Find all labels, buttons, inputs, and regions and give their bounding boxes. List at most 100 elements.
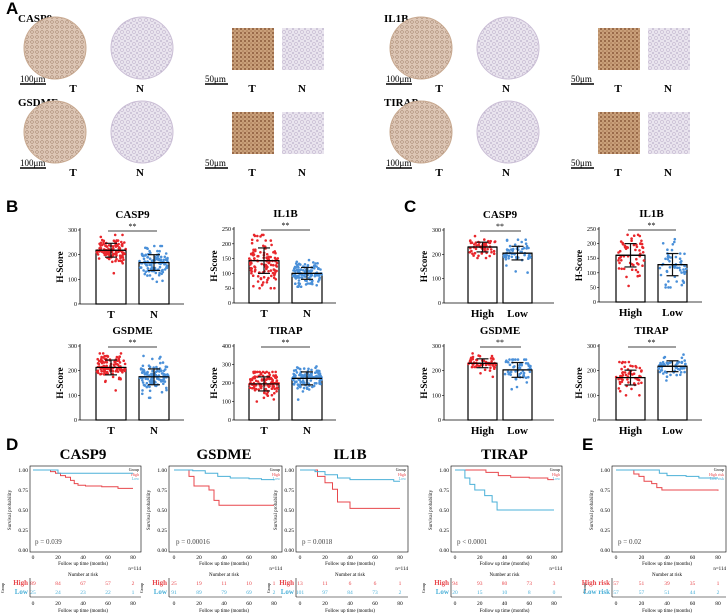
data-point bbox=[492, 249, 496, 253]
risk-group-label: High bbox=[279, 579, 294, 587]
data-point bbox=[118, 254, 122, 257]
data-point bbox=[673, 240, 676, 244]
data-point bbox=[640, 369, 643, 372]
data-point bbox=[148, 257, 152, 261]
x-tick-label: 60 bbox=[527, 555, 533, 561]
y-tick-label: 300 bbox=[587, 344, 596, 350]
data-point bbox=[270, 393, 274, 397]
scale-label: 50μm bbox=[205, 74, 226, 84]
y-tick-label: 1.00 bbox=[157, 468, 167, 474]
data-point bbox=[153, 244, 156, 248]
data-point bbox=[527, 254, 531, 257]
data-point bbox=[621, 371, 624, 375]
risk-count: 73 bbox=[372, 590, 378, 596]
data-point bbox=[151, 259, 154, 262]
data-point bbox=[144, 377, 148, 381]
risk-x-tick-label: 40 bbox=[221, 601, 227, 607]
data-point bbox=[259, 235, 262, 238]
ihc-tumor-zoom-image bbox=[598, 112, 640, 154]
km-curve-low bbox=[300, 469, 400, 482]
data-point bbox=[683, 370, 686, 374]
data-point bbox=[660, 369, 664, 372]
km-plot-frame bbox=[168, 465, 283, 553]
data-point bbox=[151, 369, 154, 373]
data-point bbox=[98, 242, 101, 246]
data-point bbox=[259, 372, 263, 376]
risk-table-title: Number at risk bbox=[209, 573, 239, 578]
data-point bbox=[262, 233, 265, 237]
data-point bbox=[107, 257, 111, 261]
data-point bbox=[664, 257, 667, 261]
x-tick-label: 20 bbox=[477, 555, 483, 561]
km-plot-frame bbox=[29, 465, 142, 553]
data-point bbox=[514, 370, 517, 373]
data-point bbox=[642, 259, 646, 262]
data-point bbox=[300, 273, 304, 277]
scatter-points-n bbox=[138, 244, 169, 284]
data-point bbox=[117, 259, 121, 263]
data-point bbox=[105, 364, 108, 368]
data-point bbox=[479, 372, 482, 375]
data-point bbox=[274, 370, 278, 374]
data-point bbox=[638, 394, 641, 397]
data-point bbox=[636, 378, 639, 381]
data-point bbox=[618, 261, 621, 265]
data-point bbox=[251, 252, 254, 255]
bar-low bbox=[502, 252, 533, 304]
data-point bbox=[636, 274, 639, 278]
data-point bbox=[307, 276, 311, 280]
data-point bbox=[307, 373, 311, 377]
data-point bbox=[311, 385, 314, 389]
data-point bbox=[262, 244, 265, 248]
tumor-label: T bbox=[69, 167, 77, 179]
x-category-label: High bbox=[471, 308, 494, 320]
scale-label: 100μm bbox=[20, 74, 45, 84]
data-point bbox=[471, 352, 474, 355]
y-tick-label: 0.25 bbox=[284, 528, 294, 534]
significance-stars: ** bbox=[648, 338, 656, 347]
data-point bbox=[296, 398, 300, 401]
data-point bbox=[678, 257, 682, 261]
n-label: n=114 bbox=[395, 567, 408, 572]
risk-x-tick-label: 0 bbox=[615, 601, 618, 607]
x-category-label: Low bbox=[662, 425, 683, 437]
data-point bbox=[258, 370, 262, 374]
data-point bbox=[664, 286, 667, 289]
panel-label-b: B bbox=[6, 197, 18, 216]
y-tick-label: 150 bbox=[222, 257, 231, 263]
data-point bbox=[158, 265, 162, 269]
y-tick-label: 0.25 bbox=[439, 528, 449, 534]
data-point bbox=[679, 261, 682, 264]
y-tick-label: 0.75 bbox=[18, 488, 28, 494]
data-point bbox=[307, 367, 310, 371]
data-point bbox=[660, 366, 664, 369]
data-point bbox=[112, 271, 116, 275]
data-point bbox=[673, 264, 676, 268]
data-point bbox=[623, 244, 627, 247]
data-point bbox=[114, 360, 117, 364]
data-point bbox=[254, 248, 257, 251]
y-tick-label: 0 bbox=[438, 418, 441, 424]
p-value: p = 0.0018 bbox=[302, 538, 333, 546]
data-point bbox=[663, 355, 667, 359]
data-point bbox=[269, 263, 273, 267]
data-point bbox=[303, 263, 307, 266]
data-point bbox=[269, 255, 273, 259]
data-point bbox=[508, 244, 512, 248]
data-point bbox=[270, 377, 273, 381]
risk-group-label: High bbox=[152, 579, 167, 587]
data-point bbox=[665, 270, 669, 274]
data-point bbox=[163, 263, 166, 266]
data-point bbox=[163, 268, 167, 271]
risk-count: 84 bbox=[347, 590, 353, 596]
data-point bbox=[146, 377, 150, 381]
data-point bbox=[299, 373, 303, 377]
y-tick-label: 100 bbox=[68, 393, 77, 399]
risk-count: 11 bbox=[221, 581, 227, 587]
x-axis-label: Follow up time (months) bbox=[480, 562, 530, 567]
significance-stars: ** bbox=[282, 221, 290, 230]
data-point bbox=[639, 252, 642, 256]
data-point bbox=[141, 364, 145, 368]
data-point bbox=[115, 254, 118, 257]
normal-label: N bbox=[136, 83, 144, 95]
